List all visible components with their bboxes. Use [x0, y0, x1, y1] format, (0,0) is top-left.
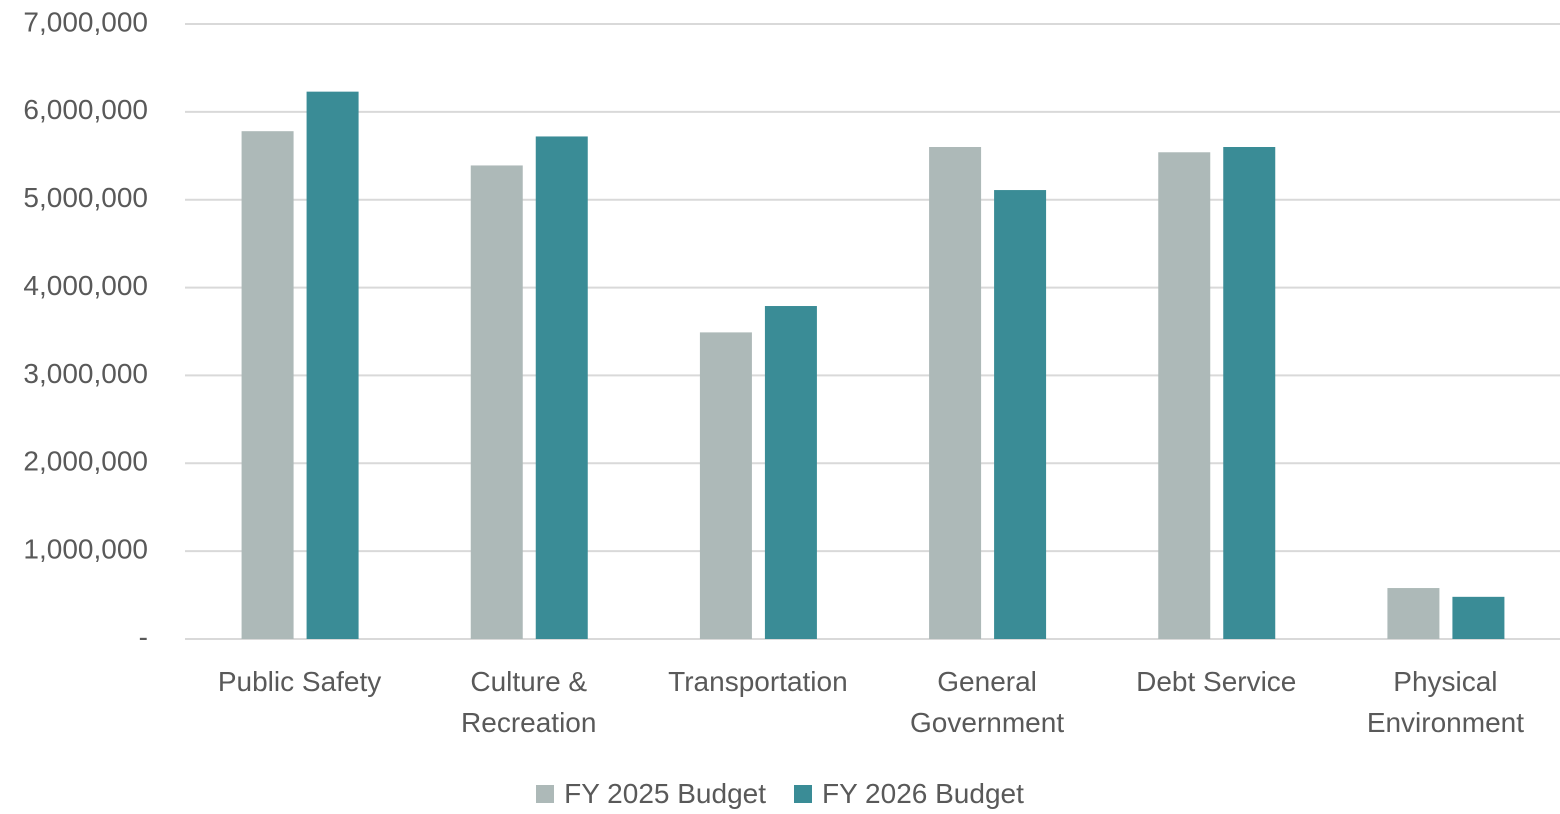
- y-tick-label: -: [139, 621, 148, 652]
- bar: [1452, 596, 1505, 639]
- bar: [1158, 152, 1211, 639]
- bar: [306, 91, 359, 639]
- x-tick-label: Culture & Recreation: [461, 666, 597, 738]
- x-tick-label: Physical Environment: [1366, 666, 1524, 738]
- y-tick-label: 7,000,000: [23, 6, 148, 37]
- bar: [241, 131, 294, 639]
- legend-label: FY 2026 Budget: [822, 778, 1024, 809]
- y-tick-label: 1,000,000: [23, 534, 148, 565]
- y-tick-label: 4,000,000: [23, 270, 148, 301]
- x-tick-label: General Government: [910, 666, 1065, 738]
- x-tick-label: Public Safety: [217, 666, 382, 697]
- x-tick-label: Debt Service: [1136, 666, 1297, 697]
- bar: [1223, 147, 1276, 639]
- x-tick-label: Transportation: [668, 666, 848, 697]
- bar: [1387, 588, 1440, 639]
- y-tick-label: 5,000,000: [23, 182, 148, 213]
- y-tick-label: 2,000,000: [23, 446, 148, 477]
- bar: [764, 306, 817, 639]
- bar: [699, 332, 752, 639]
- legend-item: FY 2026 Budget: [794, 778, 1024, 810]
- legend-swatch: [536, 785, 555, 803]
- bar: [535, 136, 588, 639]
- bar: [470, 165, 523, 639]
- legend-label: FY 2025 Budget: [564, 778, 766, 809]
- bar: [994, 190, 1047, 640]
- y-tick-label: 3,000,000: [23, 358, 148, 389]
- legend-swatch: [794, 785, 812, 803]
- bar: [929, 147, 982, 639]
- legend: FY 2025 Budget FY 2026 Budget: [0, 778, 1560, 810]
- legend-item: FY 2025 Budget: [536, 778, 766, 810]
- y-tick-label: 6,000,000: [23, 94, 148, 125]
